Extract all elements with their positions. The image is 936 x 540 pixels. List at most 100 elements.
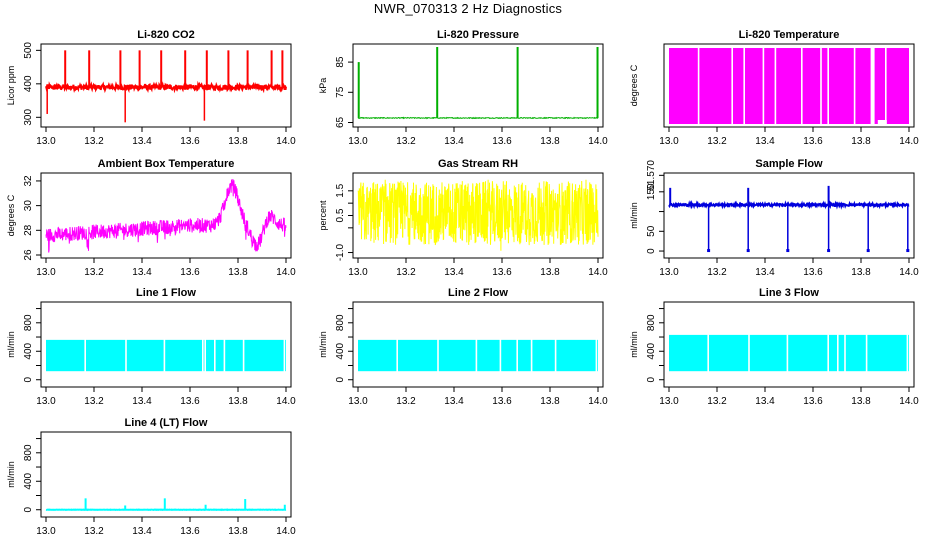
y-tick-label: 50 — [646, 225, 657, 237]
data-gap — [827, 333, 829, 373]
data-gap — [870, 47, 875, 125]
plot-frame — [663, 172, 915, 259]
x-tick-label: 13.6 — [492, 136, 512, 147]
data-series — [669, 333, 909, 373]
panel-3: Li-820 Temperature 13.0 13.2 13.4 13.6 13.8 14… — [629, 29, 919, 191]
x-tick-label: 13.2 — [396, 396, 416, 407]
x-tick-label: 13.6 — [180, 267, 200, 278]
y-tick-label: 800 — [23, 444, 34, 461]
data-line — [45, 80, 287, 94]
data-series — [45, 50, 287, 123]
panel-title: Ambient Box Temperature — [98, 158, 235, 170]
x-tick-label: 13.6 — [803, 136, 823, 147]
x-tick-label: 13.2 — [396, 267, 416, 278]
panel-2: Li-820 Pressure 13.0 13.2 13.4 13.6 13.8 14.0 6… — [318, 29, 608, 147]
panel-title: Li-820 CO2 — [137, 29, 194, 41]
x-tick-label: 13.8 — [228, 526, 248, 537]
y-tick-label: 0 — [646, 248, 657, 254]
data-line — [668, 199, 910, 210]
x-tick-label: 13.8 — [540, 136, 560, 147]
data-gap — [801, 47, 803, 125]
x-tick-label: 13.6 — [803, 396, 823, 407]
x-tick-label: 13.2 — [84, 396, 104, 407]
y-axis-label: ml/min — [318, 331, 328, 358]
data-gap — [774, 47, 777, 125]
x-tick-label: 13.8 — [228, 136, 248, 147]
data-series — [669, 47, 909, 125]
x-tick-label: 13.8 — [228, 396, 248, 407]
x-tick-label: 13.4 — [132, 136, 152, 147]
panel-title: Sample Flow — [755, 158, 823, 170]
y-tick-label: 30 — [23, 200, 34, 212]
data-gap — [786, 333, 789, 373]
data-series — [357, 47, 599, 120]
data-gap — [437, 338, 439, 373]
y-tick-label: 28 — [23, 224, 34, 236]
y-tick-label: 26 — [23, 249, 34, 261]
x-tick-label: 13.2 — [396, 136, 416, 147]
panel-6: Sample Flow 13.0 13.2 13.4 13.6 13.8 14.0 0 50 15… — [629, 158, 919, 278]
y-tick-label: 400 — [23, 75, 34, 92]
x-tick-label: 14.0 — [276, 396, 296, 407]
y-tick-label: 800 — [335, 314, 346, 331]
data-series — [45, 178, 287, 253]
y-tick-label: 800 — [646, 314, 657, 331]
x-tick-label: 13.0 — [348, 136, 368, 147]
x-tick-label: 14.0 — [276, 136, 296, 147]
data-line — [357, 116, 599, 120]
panel-10: Line 4 (LT) Flow 13.0 13.2 13.4 13.6 13.8 14.0… — [6, 417, 296, 537]
x-tick-label: 13.0 — [659, 136, 679, 147]
x-tick-label: 14.0 — [588, 267, 608, 278]
y-tick-label: 0 — [335, 377, 346, 383]
data-band — [669, 334, 909, 372]
data-gap — [214, 338, 216, 373]
x-tick-label: 14.0 — [899, 136, 919, 147]
x-tick-label: 13.0 — [36, 267, 56, 278]
data-gap — [877, 120, 887, 125]
data-gap — [223, 338, 226, 373]
data-gap — [906, 333, 909, 373]
y-axis-label: degrees C — [6, 194, 16, 236]
plot-frame — [352, 301, 604, 388]
data-gap — [554, 338, 557, 373]
panel-title: Line 2 Flow — [448, 287, 508, 299]
x-tick-label: 13.2 — [707, 136, 727, 147]
y-axis-label: kPa — [318, 78, 328, 94]
y-tick-label: 400 — [646, 342, 657, 359]
data-gap — [530, 338, 533, 373]
x-tick-label: 13.6 — [492, 396, 512, 407]
plot-frame — [40, 43, 292, 128]
data-gap — [84, 338, 86, 373]
x-tick-label: 13.2 — [707, 396, 727, 407]
x-tick-label: 14.0 — [276, 526, 296, 537]
y-tick-label: 75 — [335, 86, 346, 98]
y-tick-label: 0 — [646, 377, 657, 383]
data-gap — [837, 333, 839, 373]
x-tick-label: 13.4 — [132, 267, 152, 278]
y-tick-label: 0 — [23, 377, 34, 383]
data-gap — [865, 333, 868, 373]
panel-4: Ambient Box Temperature 13.0 13.2 13.4 13.6 1… — [6, 158, 296, 278]
x-tick-label: 14.0 — [899, 396, 919, 407]
data-gap — [516, 338, 518, 373]
plot-frame — [663, 43, 915, 128]
x-tick-label: 13.8 — [540, 396, 560, 407]
y-axis-label: ml/min — [6, 331, 16, 358]
x-tick-label: 13.0 — [36, 526, 56, 537]
x-tick-label: 13.4 — [755, 396, 775, 407]
data-gap — [202, 338, 204, 373]
data-line — [45, 178, 287, 253]
y-axis-label: degrees C — [629, 64, 639, 106]
figure-title: NWR_070313 2 Hz Diagnostics — [373, 1, 563, 16]
data-gap — [595, 338, 598, 373]
x-tick-label: 13.8 — [540, 267, 560, 278]
x-tick-label: 13.4 — [444, 136, 464, 147]
panel-title: Li-820 Pressure — [437, 29, 519, 41]
x-tick-label: 14.0 — [276, 267, 296, 278]
x-tick-label: 13.8 — [851, 267, 871, 278]
y-tick-label: 500 — [23, 42, 34, 59]
data-gap — [242, 338, 245, 373]
x-tick-label: 14.0 — [588, 136, 608, 147]
x-tick-label: 13.6 — [180, 136, 200, 147]
data-gap — [762, 47, 765, 125]
